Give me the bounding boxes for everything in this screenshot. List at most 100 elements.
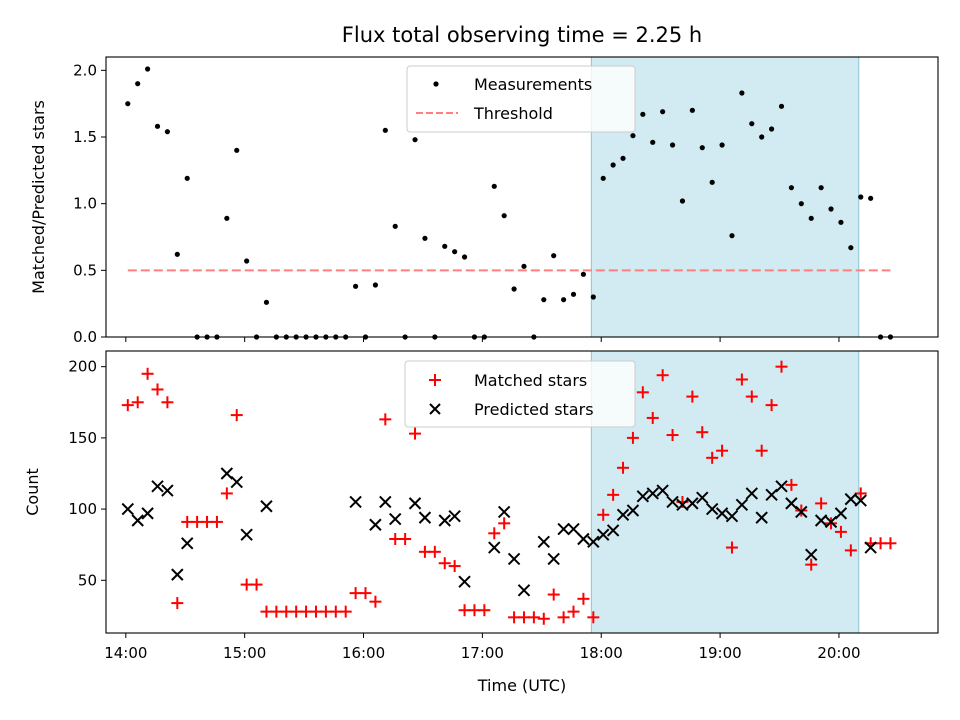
predicted-star-point xyxy=(686,497,699,510)
measurement-point xyxy=(154,123,161,129)
predicted-star-point xyxy=(785,497,798,510)
predicted-star-point xyxy=(745,487,758,500)
predicted-star-point xyxy=(220,467,234,480)
predicted-star-point xyxy=(379,495,392,509)
measurement-point xyxy=(788,185,795,191)
predicted-star-point xyxy=(497,505,511,519)
measurement-point xyxy=(501,213,507,219)
measurement-point xyxy=(719,142,725,148)
bottom-highlight-span xyxy=(590,350,860,634)
predicted-star-point xyxy=(814,514,828,527)
measurement-point xyxy=(640,111,646,117)
predicted-star-point xyxy=(161,484,174,497)
predicted-star-point xyxy=(349,495,362,509)
matched-star-point xyxy=(557,611,570,624)
bottom-legend-box xyxy=(404,360,636,428)
matched-star-point xyxy=(428,545,441,558)
measurement-point xyxy=(699,145,705,151)
matched-star-point xyxy=(785,478,798,491)
measurement-point xyxy=(164,129,171,135)
matched-star-point xyxy=(646,411,659,424)
predicted-star-point xyxy=(587,535,600,549)
measurement-point xyxy=(244,258,250,264)
measurement-point xyxy=(818,185,824,191)
bottom-panel: 50 100 150 200 14:00 15:00 16:00 17:00 18:00 19:… xyxy=(23,350,939,695)
matched-star-point xyxy=(151,383,164,396)
matched-star-point xyxy=(735,373,748,386)
measurement-point xyxy=(590,294,596,300)
measurement-point xyxy=(145,66,151,72)
legend-measurements-marker xyxy=(433,81,439,87)
bottom-axes-frame xyxy=(105,350,939,634)
matched-star-point xyxy=(250,578,263,591)
matched-star-point xyxy=(617,461,630,474)
top-legend-box xyxy=(406,65,636,133)
predicted-star-point xyxy=(795,505,808,519)
top-y-ticks: 0.0 0.5 1.0 1.5 2.0 xyxy=(73,61,106,346)
legend-predicted-label: Predicted stars xyxy=(474,400,594,419)
x-tick-label: 17:00 xyxy=(461,644,504,662)
x-tick-label: 16:00 xyxy=(342,644,385,662)
measurement-point xyxy=(749,121,755,127)
top-axes-frame xyxy=(105,56,939,338)
matched-star-point xyxy=(775,360,788,373)
predicted-star-point xyxy=(597,528,610,541)
predicted-star-point xyxy=(488,541,501,554)
predicted-star-point xyxy=(557,522,570,536)
y-tick-label: 150 xyxy=(68,429,97,447)
top-x-ticks xyxy=(125,337,840,342)
measurement-point xyxy=(541,297,547,303)
x-axis-label: Time (UTC) xyxy=(477,676,566,695)
matched-star-point xyxy=(210,515,223,528)
matched-star-point xyxy=(587,611,600,624)
measurement-point xyxy=(353,283,359,289)
matched-star-point xyxy=(795,504,808,517)
measurement-point xyxy=(521,263,527,269)
matched-star-point xyxy=(755,444,768,457)
predicted-star-point xyxy=(715,507,729,520)
matched-star-point xyxy=(696,426,709,439)
predicted-star-point xyxy=(567,522,580,536)
matched-star-point xyxy=(765,399,778,412)
matched-star-point xyxy=(745,390,758,403)
measurement-point xyxy=(709,179,715,185)
measurement-point xyxy=(689,107,695,113)
measurement-point xyxy=(174,251,180,257)
legend-matched-marker xyxy=(429,374,441,386)
measurement-point xyxy=(491,183,497,189)
matched-star-point xyxy=(339,605,352,618)
predicted-star-point xyxy=(834,507,848,520)
matched-star-point xyxy=(597,508,610,521)
legend-threshold-label: Threshold xyxy=(473,104,553,123)
matched-star-point xyxy=(359,587,372,600)
matched-star-point xyxy=(686,390,699,403)
y-tick-label: 100 xyxy=(68,500,97,518)
measurement-point xyxy=(551,253,557,259)
legend-measurements-label: Measurements xyxy=(474,75,592,94)
bottom-x-ticks: 14:00 15:00 16:00 17:00 18:00 19:00 20:00 xyxy=(104,633,861,662)
predicted-star-point xyxy=(606,524,620,537)
x-tick-label: 18:00 xyxy=(580,644,623,662)
matched-star-point xyxy=(844,544,857,557)
predicted-star-point xyxy=(705,502,719,516)
x-tick-label: 15:00 xyxy=(223,644,266,662)
matched-star-point xyxy=(567,605,580,618)
matched-star-point xyxy=(399,533,412,545)
predicted-star-point xyxy=(775,480,788,493)
matched-star-point xyxy=(478,604,491,617)
matched-star-point xyxy=(131,396,144,409)
measurement-point xyxy=(135,81,141,87)
measurement-point xyxy=(184,175,190,181)
measurement-point xyxy=(600,175,606,181)
measurement-point xyxy=(442,243,448,249)
measurement-point xyxy=(452,249,458,255)
predicted-star-point xyxy=(725,510,739,523)
predicted-star-point xyxy=(121,502,134,516)
predicted-star-point xyxy=(448,510,461,523)
y-tick-label: 0.0 xyxy=(73,328,97,346)
matched-star-point xyxy=(369,595,382,608)
top-y-axis-label: Matched/Predicted stars xyxy=(29,100,48,294)
predicted-star-point xyxy=(507,552,521,566)
top-highlight-span xyxy=(590,56,860,338)
